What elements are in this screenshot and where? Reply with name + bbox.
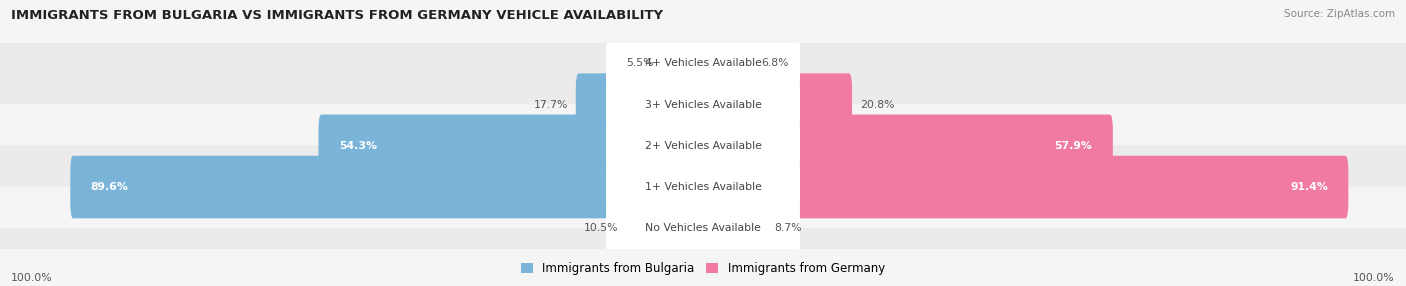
Text: 3+ Vehicles Available: 3+ Vehicles Available bbox=[644, 100, 762, 110]
FancyBboxPatch shape bbox=[700, 32, 754, 95]
Text: 1+ Vehicles Available: 1+ Vehicles Available bbox=[644, 182, 762, 192]
FancyBboxPatch shape bbox=[0, 187, 1406, 269]
Text: 2+ Vehicles Available: 2+ Vehicles Available bbox=[644, 141, 762, 151]
FancyBboxPatch shape bbox=[0, 146, 1406, 228]
FancyBboxPatch shape bbox=[662, 32, 706, 95]
FancyBboxPatch shape bbox=[606, 203, 800, 254]
FancyBboxPatch shape bbox=[700, 115, 1114, 177]
Text: 54.3%: 54.3% bbox=[339, 141, 377, 151]
FancyBboxPatch shape bbox=[318, 115, 706, 177]
Text: 57.9%: 57.9% bbox=[1054, 141, 1092, 151]
Text: 17.7%: 17.7% bbox=[534, 100, 568, 110]
Text: 89.6%: 89.6% bbox=[91, 182, 128, 192]
Text: 5.5%: 5.5% bbox=[626, 59, 654, 68]
Text: 8.7%: 8.7% bbox=[775, 223, 803, 233]
Text: 6.8%: 6.8% bbox=[762, 59, 789, 68]
FancyBboxPatch shape bbox=[627, 197, 706, 259]
FancyBboxPatch shape bbox=[700, 74, 852, 136]
FancyBboxPatch shape bbox=[576, 74, 706, 136]
Text: IMMIGRANTS FROM BULGARIA VS IMMIGRANTS FROM GERMANY VEHICLE AVAILABILITY: IMMIGRANTS FROM BULGARIA VS IMMIGRANTS F… bbox=[11, 9, 664, 21]
Text: 100.0%: 100.0% bbox=[1353, 273, 1395, 283]
Text: 91.4%: 91.4% bbox=[1291, 182, 1329, 192]
FancyBboxPatch shape bbox=[700, 156, 1348, 218]
FancyBboxPatch shape bbox=[606, 79, 800, 130]
Text: 20.8%: 20.8% bbox=[860, 100, 894, 110]
FancyBboxPatch shape bbox=[70, 156, 706, 218]
FancyBboxPatch shape bbox=[0, 64, 1406, 146]
FancyBboxPatch shape bbox=[0, 105, 1406, 187]
FancyBboxPatch shape bbox=[0, 23, 1406, 104]
Text: 100.0%: 100.0% bbox=[11, 273, 53, 283]
FancyBboxPatch shape bbox=[606, 120, 800, 171]
FancyBboxPatch shape bbox=[606, 162, 800, 212]
FancyBboxPatch shape bbox=[606, 38, 800, 89]
Text: 4+ Vehicles Available: 4+ Vehicles Available bbox=[644, 59, 762, 68]
FancyBboxPatch shape bbox=[700, 197, 768, 259]
Text: Source: ZipAtlas.com: Source: ZipAtlas.com bbox=[1284, 9, 1395, 19]
Legend: Immigrants from Bulgaria, Immigrants from Germany: Immigrants from Bulgaria, Immigrants fro… bbox=[516, 258, 890, 280]
Text: No Vehicles Available: No Vehicles Available bbox=[645, 223, 761, 233]
Text: 10.5%: 10.5% bbox=[583, 223, 619, 233]
